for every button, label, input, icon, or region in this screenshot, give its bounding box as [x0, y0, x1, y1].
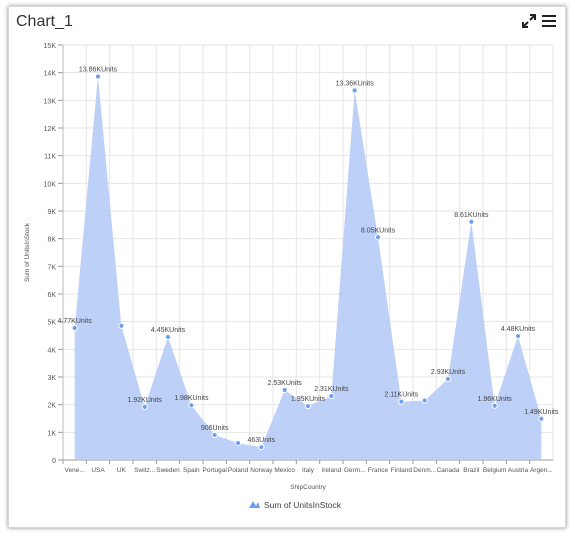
x-tick-label: Argen... [530, 467, 553, 474]
menu-icon[interactable] [541, 13, 557, 29]
legend-area-icon [249, 501, 260, 508]
data-point [421, 397, 428, 404]
data-point [514, 332, 522, 340]
x-tick-label: France [368, 467, 389, 474]
x-tick-label: Germ... [344, 467, 366, 474]
x-tick-label: Brazil [463, 467, 480, 474]
data-point [538, 415, 545, 422]
x-tick-label: Vene... [65, 467, 85, 474]
x-tick-label: Mexico [274, 467, 295, 474]
data-label: 13.36KUnits [336, 80, 375, 87]
data-point [398, 398, 405, 405]
x-tick-label: Norway [250, 467, 273, 474]
data-label: 4.48KUnits [501, 326, 536, 333]
data-point [94, 73, 102, 80]
data-label: 8.61KUnits [454, 212, 489, 219]
y-tick-label: 3K [47, 375, 56, 382]
x-tick-label: Portugal [203, 467, 228, 474]
y-tick-label: 15K [44, 43, 57, 50]
x-tick-label: Spain [183, 467, 200, 474]
data-label: 1.98KUnits [174, 395, 209, 402]
y-tick-label: 9K [47, 209, 56, 216]
data-point [188, 402, 195, 409]
y-tick-label: 14K [44, 71, 57, 78]
data-point [468, 218, 475, 225]
y-tick-label: 7K [47, 264, 56, 271]
data-label: 13.86KUnits [79, 67, 118, 74]
x-axis-title: ShipCountry [290, 484, 327, 491]
data-point [211, 431, 218, 439]
widget-title: Chart_1 [16, 13, 73, 30]
x-tick-label: Sweden [156, 467, 180, 474]
data-point [141, 403, 148, 410]
data-point [374, 234, 382, 241]
data-point [351, 87, 358, 94]
data-point [118, 322, 125, 329]
x-tick-label: Finland [391, 467, 413, 474]
data-label: 2.93KUnits [431, 369, 466, 376]
y-tick-label: 4K [47, 347, 56, 354]
chart-widget: Chart_1 0 1K 2K 3K 4K 5K 6K 7K 8K 9K 10K 11K 12K 13K 1… [8, 6, 566, 528]
data-label: 463Units [248, 437, 276, 444]
data-point [281, 386, 288, 394]
data-label: 1.49KUnits [524, 409, 559, 416]
data-point [444, 375, 452, 383]
data-point [71, 324, 78, 332]
x-tick-label: USA [91, 467, 105, 474]
maximize-icon[interactable] [521, 13, 537, 29]
y-tick-label: 8K [47, 237, 56, 244]
data-label: 1.95KUnits [291, 396, 326, 403]
y-tick-label: 5K [47, 320, 56, 327]
area-chart: 0 1K 2K 3K 4K 5K 6K 7K 8K 9K 10K 11K 12K 13K 14K 15K 4.7… [24, 43, 559, 510]
y-tick-label: 13K [44, 98, 57, 105]
data-point [164, 333, 172, 340]
data-label: 8.05KUnits [361, 227, 396, 234]
y-axis-title: Sum of UnitsInStock [24, 222, 31, 282]
y-tick-label: 10K [44, 181, 57, 188]
data-label: 2.31KUnits [314, 386, 349, 393]
data-label: 906Units [201, 425, 229, 432]
data-point [304, 402, 312, 410]
data-label: 2.53KUnits [268, 380, 303, 387]
data-label: 1.96KUnits [478, 396, 513, 403]
data-label: 4.45KUnits [151, 327, 186, 334]
data-label: 4.77KUnits [58, 318, 93, 325]
data-label: 2.11KUnits [384, 392, 418, 399]
x-tick-label: Poland [228, 467, 249, 474]
x-tick-label: Ireland [321, 467, 341, 474]
x-tick-label: Belgium [483, 467, 506, 474]
data-point [234, 440, 242, 447]
y-tick-label: 1K [47, 430, 56, 437]
x-tick-label: Austria [508, 467, 529, 474]
x-tick-label: Italy [302, 467, 315, 474]
data-point [258, 444, 265, 451]
data-point [491, 402, 498, 409]
y-tick-label: 12K [44, 126, 57, 133]
x-tick-label: Canada [437, 467, 460, 474]
x-tick-label: Denm... [413, 467, 436, 474]
y-tick-label: 2K [47, 403, 56, 410]
y-tick-label: 0 [52, 458, 56, 465]
y-tick-label: 11K [44, 154, 56, 161]
x-tick-label: UK [117, 467, 127, 474]
x-tick-label: Switz... [134, 467, 155, 474]
y-tick-label: 6K [47, 292, 56, 299]
series-area [74, 76, 542, 460]
data-point [328, 392, 335, 400]
data-label: 1.92KUnits [128, 397, 163, 404]
legend-label: Sum of UnitsInStock [264, 500, 342, 510]
